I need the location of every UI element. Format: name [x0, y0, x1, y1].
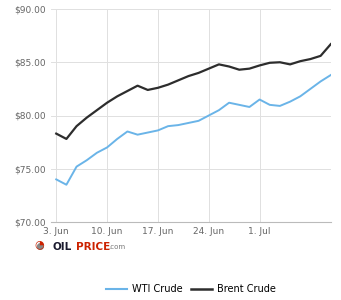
Text: OIL: OIL: [53, 242, 72, 252]
Text: PRICE: PRICE: [76, 242, 110, 252]
Text: ⚫: ⚫: [33, 240, 46, 255]
Legend: WTI Crude, Brent Crude: WTI Crude, Brent Crude: [102, 280, 280, 298]
Text: .com: .com: [108, 244, 125, 250]
Text: ◔: ◔: [34, 239, 44, 250]
